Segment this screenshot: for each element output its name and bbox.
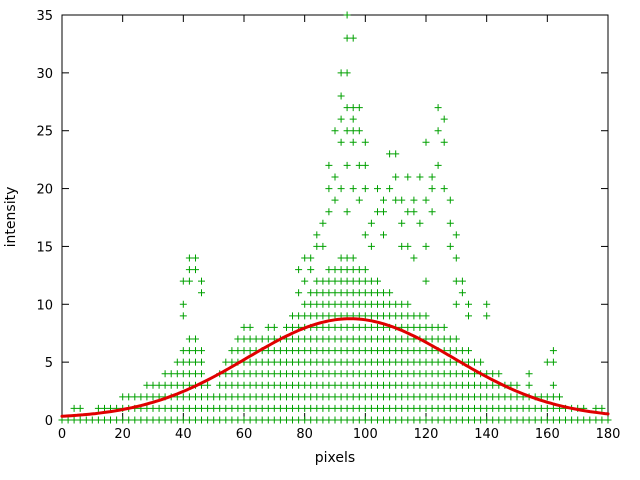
- x-tick-label: 60: [236, 427, 253, 442]
- y-tick-label: 5: [45, 356, 53, 371]
- x-tick-label: 80: [296, 427, 313, 442]
- fit-curve: [60, 317, 610, 418]
- plot-generated-content: 0 20 40 60 80 100 120 140 160 180 0 5 10 15 20 25 30 35: [36, 9, 620, 442]
- x-tick-label: 140: [474, 427, 499, 442]
- x-tick-label: 100: [353, 427, 378, 442]
- y-tick-label: 15: [36, 240, 53, 255]
- x-tick-label: 20: [114, 427, 131, 442]
- y-tick-label: 35: [36, 9, 53, 24]
- y-tick-label: 25: [36, 125, 53, 140]
- y-tick-label: 20: [36, 183, 53, 198]
- scatter-points: [58, 11, 612, 424]
- x-tick-label: 120: [414, 427, 439, 442]
- x-tick-label: 160: [535, 427, 560, 442]
- x-tick-label: 0: [58, 427, 66, 442]
- x-tick-label: 180: [596, 427, 621, 442]
- y-tick-label: 0: [45, 414, 53, 429]
- y-tick-label: 10: [36, 298, 53, 313]
- x-tick-label: 40: [175, 427, 192, 442]
- y-tick-label: 30: [36, 67, 53, 82]
- x-axis-label: pixels: [315, 450, 355, 466]
- y-axis-label: intensity: [3, 187, 19, 248]
